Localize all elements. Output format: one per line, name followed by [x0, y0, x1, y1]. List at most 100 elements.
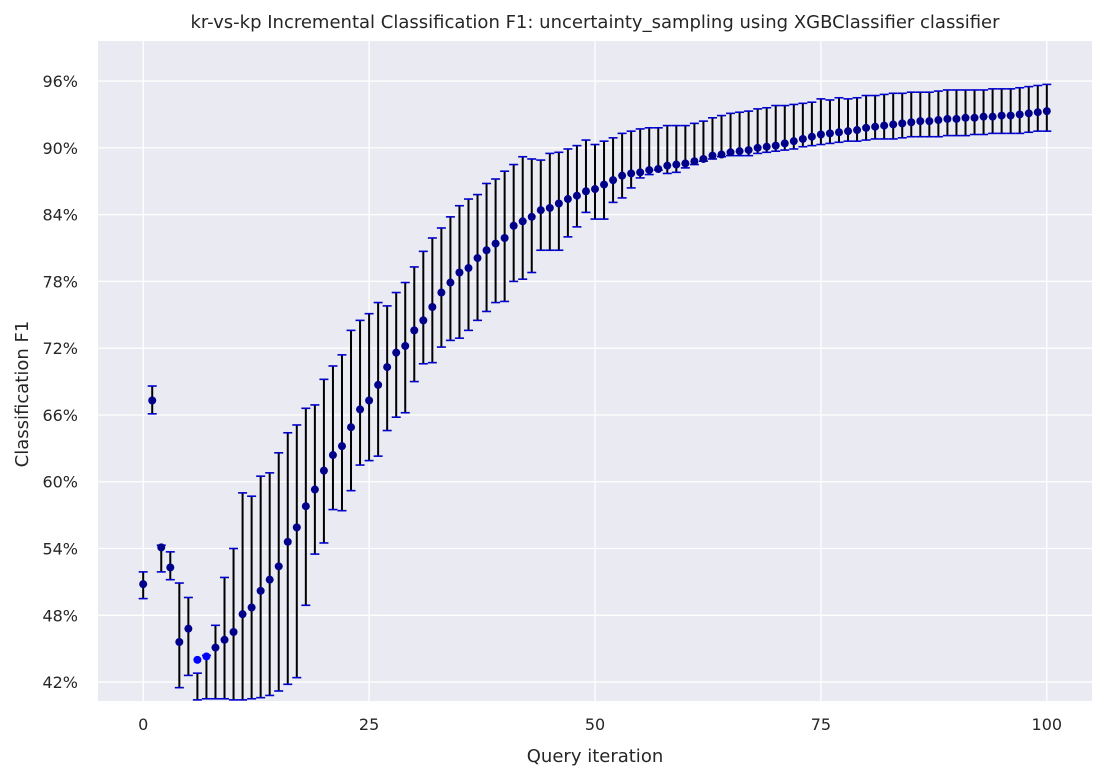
- data-point: [816, 130, 825, 139]
- data-point: [663, 161, 672, 170]
- chart-title: kr-vs-kp Incremental Classification F1: …: [190, 12, 1000, 33]
- data-point: [807, 132, 816, 141]
- data-point: [753, 143, 762, 152]
- data-point: [229, 627, 238, 636]
- data-point: [410, 326, 419, 335]
- data-point: [825, 129, 834, 138]
- data-point: [618, 171, 627, 180]
- data-point: [735, 147, 744, 156]
- data-point: [636, 168, 645, 177]
- y-tick-label: 60%: [42, 473, 78, 492]
- data-point: [771, 141, 780, 150]
- data-point: [726, 148, 735, 157]
- data-point: [256, 586, 265, 595]
- data-point: [1024, 109, 1033, 118]
- data-point: [961, 113, 970, 122]
- data-point: [455, 268, 464, 277]
- data-point: [789, 137, 798, 146]
- data-point: [798, 134, 807, 143]
- data-point: [202, 652, 211, 661]
- data-points: [139, 107, 1051, 664]
- data-point: [572, 191, 581, 200]
- data-point: [211, 643, 220, 652]
- data-point: [401, 341, 410, 350]
- data-point: [672, 160, 681, 169]
- data-point: [600, 180, 609, 189]
- data-point: [581, 187, 590, 196]
- data-point: [862, 123, 871, 132]
- data-point: [491, 239, 500, 248]
- data-point: [780, 139, 789, 148]
- y-tick-label: 96%: [42, 72, 78, 91]
- data-point: [166, 563, 175, 572]
- data-point: [609, 176, 618, 185]
- x-tick-label: 50: [585, 715, 605, 734]
- data-point: [238, 610, 247, 619]
- data-point: [1015, 110, 1024, 119]
- y-tick-label: 84%: [42, 206, 78, 225]
- data-point: [419, 316, 428, 325]
- data-point: [328, 451, 337, 460]
- data-point: [365, 396, 374, 405]
- data-point: [744, 146, 753, 155]
- data-point: [988, 112, 997, 121]
- data-point: [536, 206, 545, 215]
- data-point: [319, 466, 328, 475]
- data-point: [681, 159, 690, 168]
- data-point: [157, 543, 166, 552]
- data-point: [880, 121, 889, 130]
- data-point: [428, 303, 437, 312]
- data-point: [979, 112, 988, 121]
- data-point: [139, 580, 148, 589]
- data-point: [934, 116, 943, 125]
- x-tick-label: 75: [811, 715, 831, 734]
- y-tick-label: 48%: [42, 606, 78, 625]
- data-point: [292, 523, 301, 532]
- data-point: [392, 348, 401, 357]
- data-point: [1006, 111, 1015, 120]
- data-point: [717, 150, 726, 159]
- y-tick-label: 78%: [42, 272, 78, 291]
- x-tick-label: 25: [359, 715, 379, 734]
- data-point: [310, 485, 319, 494]
- y-tick-label: 66%: [42, 406, 78, 425]
- data-point: [844, 127, 853, 136]
- data-point: [247, 603, 256, 612]
- data-point: [925, 117, 934, 126]
- data-point: [690, 157, 699, 166]
- data-point: [265, 575, 274, 584]
- x-tick-label: 0: [138, 715, 148, 734]
- data-point: [853, 126, 862, 135]
- data-point: [627, 169, 636, 178]
- data-point: [916, 117, 925, 126]
- data-point: [1042, 107, 1051, 116]
- data-point: [175, 638, 184, 647]
- data-point: [871, 122, 880, 131]
- data-point: [762, 142, 771, 151]
- data-point: [518, 217, 527, 226]
- data-point: [952, 114, 961, 123]
- data-point: [509, 221, 518, 230]
- data-point: [500, 233, 509, 242]
- data-point: [907, 118, 916, 127]
- data-point: [527, 212, 536, 221]
- data-point: [997, 111, 1006, 120]
- x-axis-label: Query iteration: [527, 746, 663, 767]
- data-point: [1033, 108, 1042, 117]
- data-point: [834, 128, 843, 137]
- data-point: [274, 562, 283, 571]
- x-tick-labels: 0 25 50 75 100: [138, 715, 1062, 734]
- y-axis-label: Classification F1: [12, 321, 33, 468]
- data-point: [545, 203, 554, 212]
- data-point: [148, 396, 157, 405]
- y-tick-label: 90%: [42, 139, 78, 158]
- data-point: [464, 264, 473, 273]
- data-point: [943, 114, 952, 123]
- data-point: [437, 288, 446, 297]
- data-point: [374, 380, 383, 389]
- data-point: [347, 423, 356, 432]
- data-point: [383, 363, 392, 372]
- data-point: [473, 254, 482, 263]
- data-point: [220, 635, 229, 644]
